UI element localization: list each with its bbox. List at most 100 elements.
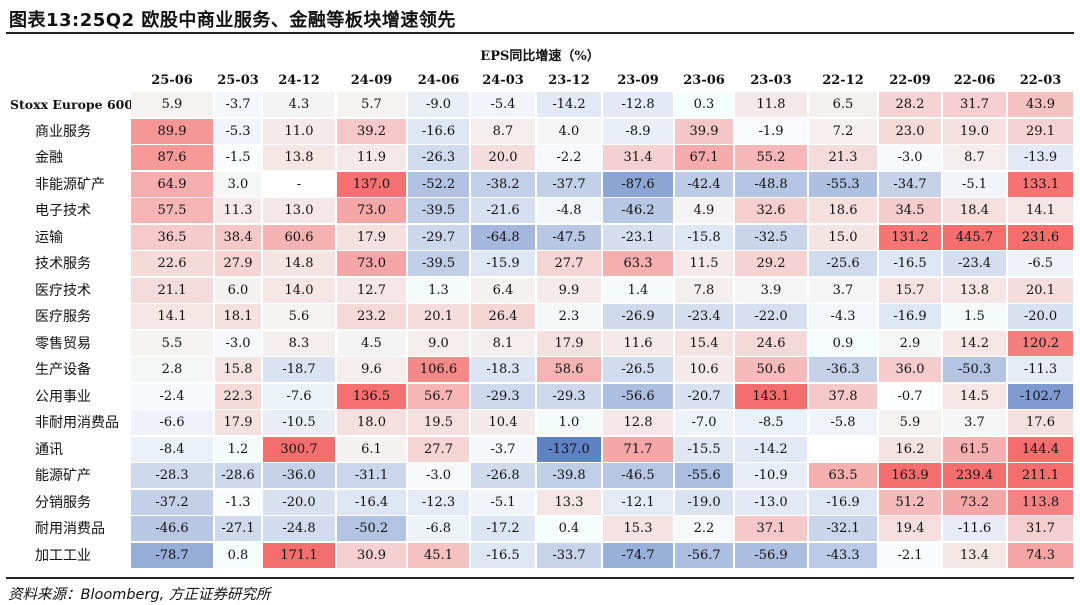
value-cell: 11.5: [675, 251, 733, 276]
value-cell: -19.0: [675, 490, 733, 515]
value-cell: 9.9: [537, 278, 601, 303]
value-cell: -7.6: [263, 384, 335, 409]
value-cell: 144.4: [1008, 437, 1073, 462]
value-cell: 5.7: [337, 92, 406, 117]
value-cell: 14.1: [1008, 198, 1073, 223]
value-cell: 4.0: [537, 119, 601, 144]
value-cell: -42.4: [675, 172, 733, 197]
value-cell: -56.7: [675, 543, 733, 568]
value-cell: 8.1: [471, 331, 535, 356]
value-cell: -3.7: [471, 437, 535, 462]
value-cell: 18.0: [337, 410, 406, 435]
value-cell: 58.6: [537, 357, 601, 382]
value-cell: -3.0: [215, 331, 261, 356]
value-cell: 4.3: [263, 92, 335, 117]
value-cell: -74.7: [603, 543, 673, 568]
value-cell: 6.5: [809, 92, 877, 117]
value-cell: -102.7: [1008, 384, 1073, 409]
source-note: 资料来源：Bloomberg, 方正证券研究所: [8, 587, 271, 603]
value-cell: 73.2: [943, 490, 1006, 515]
value-cell: -24.8: [263, 516, 335, 541]
value-cell: 18.1: [215, 304, 261, 329]
value-cell: -10.9: [735, 463, 807, 488]
value-cell: 2.3: [537, 304, 601, 329]
value-cell: 43.9: [1008, 92, 1073, 117]
column-header-23-09: 23-09: [617, 73, 659, 88]
value-cell: 23.2: [337, 304, 406, 329]
value-cell: -18.7: [263, 357, 335, 382]
figure-title: 图表13:25Q2 欧股中商业服务、金融等板块增速领先: [9, 10, 456, 31]
value-cell: 2.8: [131, 357, 213, 382]
value-cell: 300.7: [263, 437, 335, 462]
row-label: 生产设备: [35, 362, 91, 378]
value-cell: 12.7: [337, 278, 406, 303]
value-cell: -23.1: [603, 225, 673, 250]
value-cell: -56.9: [735, 543, 807, 568]
value-cell: -11.3: [1008, 357, 1073, 382]
value-cell: 31.7: [1008, 516, 1073, 541]
value-cell: 3.7: [943, 410, 1006, 435]
column-header-22-06: 22-06: [953, 73, 996, 88]
value-cell: -13.0: [735, 490, 807, 515]
value-cell: 19.5: [408, 410, 469, 435]
value-cell: -36.3: [809, 357, 877, 382]
value-cell: 137.0: [337, 172, 406, 197]
value-cell: -18.3: [471, 357, 535, 382]
value-cell: 57.5: [131, 198, 213, 223]
value-cell: -28.3: [131, 463, 213, 488]
value-cell: -8.9: [603, 119, 673, 144]
value-cell: 211.1: [1008, 463, 1073, 488]
row-label: 公用事业: [35, 389, 91, 405]
row-label: 商业服务: [35, 124, 91, 140]
value-cell: 17.6: [1008, 410, 1073, 435]
row-label: 通讯: [35, 442, 63, 458]
value-cell: 113.8: [1008, 490, 1073, 515]
column-header-22-03: 22-03: [1019, 73, 1062, 88]
value-cell: 16.2: [879, 437, 941, 462]
row-label: 能源矿产: [35, 468, 91, 484]
value-cell: 38.4: [215, 225, 261, 250]
column-header-23-06: 23-06: [683, 73, 725, 88]
value-cell: 13.4: [943, 543, 1006, 568]
value-cell: 71.7: [603, 437, 673, 462]
value-cell: 3.9: [735, 278, 807, 303]
value-cell: -9.0: [408, 92, 469, 117]
value-cell: 1.4: [603, 278, 673, 303]
value-cell: 31.4: [603, 145, 673, 170]
value-cell: 13.8: [943, 278, 1006, 303]
value-cell: -39.8: [537, 463, 601, 488]
value-cell: 63.5: [809, 463, 877, 488]
value-cell: -20.0: [1008, 304, 1073, 329]
value-cell: 56.7: [408, 384, 469, 409]
value-cell: 445.7: [943, 225, 1006, 250]
table-row: 生产设备 2.8 15.8 -18.7 9.6 106.6 -18.3 58.6 -26.5 10…: [0, 357, 1080, 383]
table-row: 通讯 -8.4 1.2 300.7 6.1 27.7 -3.7 -137.0 71.7 -15.5…: [0, 437, 1080, 463]
value-cell: -6.8: [408, 516, 469, 541]
value-cell: 15.8: [215, 357, 261, 382]
value-cell: 18.6: [809, 198, 877, 223]
value-cell: -10.5: [263, 410, 335, 435]
table-row: 非能源矿产 64.9 3.0-137.0 -52.2 -38.2 -37.7 -87.6 -4…: [0, 172, 1080, 198]
value-cell: -0.7: [879, 384, 941, 409]
value-cell: 0.8: [215, 543, 261, 568]
row-label: 零售贸易: [35, 336, 91, 352]
value-cell: -32.1: [809, 516, 877, 541]
value-cell: 36.0: [879, 357, 941, 382]
value-cell: -50.2: [337, 516, 406, 541]
value-cell: 231.6: [1008, 225, 1073, 250]
value-cell: 28.2: [879, 92, 941, 117]
value-cell: -46.5: [603, 463, 673, 488]
value-cell: -16.5: [471, 543, 535, 568]
value-cell: -: [296, 177, 302, 192]
value-cell: 5.6: [263, 304, 335, 329]
row-label: 分销服务: [35, 495, 91, 511]
value-cell: 39.2: [337, 119, 406, 144]
value-cell: 2.2: [675, 516, 733, 541]
value-cell: -47.5: [537, 225, 601, 250]
value-cell: -46.2: [603, 198, 673, 223]
row-label: 医疗技术: [35, 283, 91, 299]
value-cell: 18.4: [943, 198, 1006, 223]
value-cell: -28.6: [215, 463, 261, 488]
value-cell: -27.1: [215, 516, 261, 541]
value-cell: [809, 437, 877, 462]
